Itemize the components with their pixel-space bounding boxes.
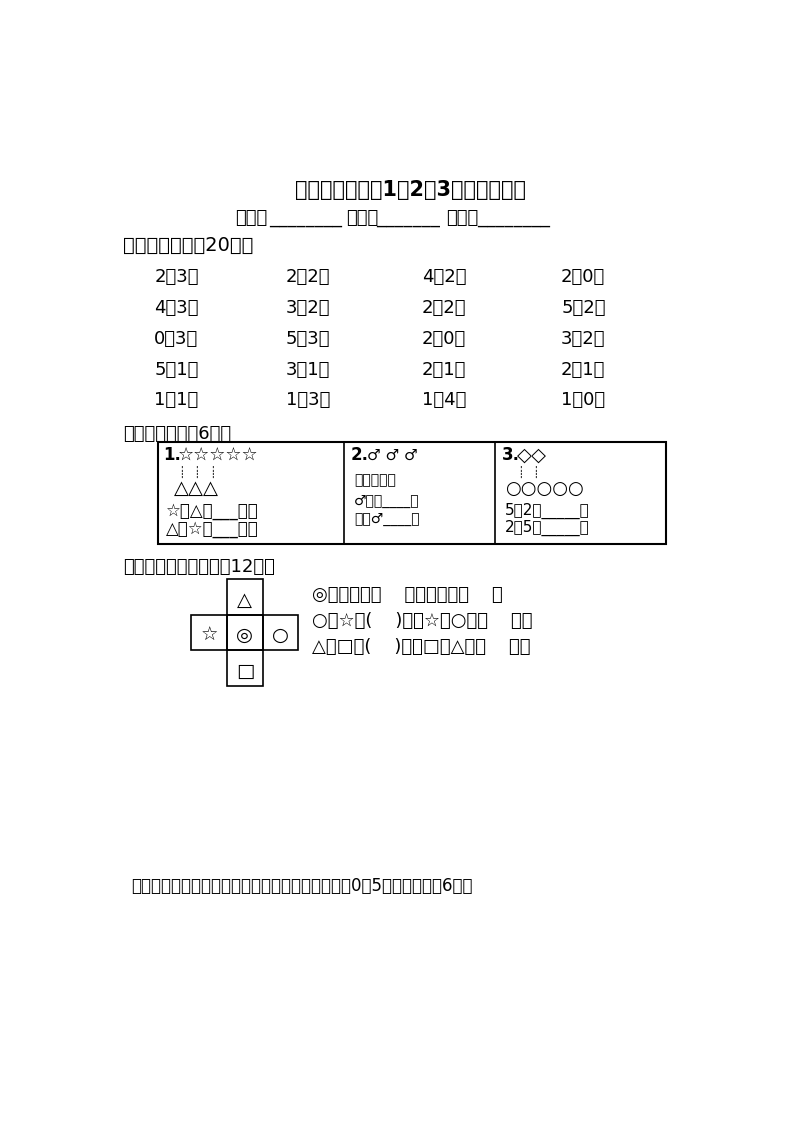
Text: ◇◇: ◇◇ [517, 446, 547, 465]
Text: ◎: ◎ [237, 626, 254, 645]
Text: 姓名：: 姓名： [346, 209, 378, 228]
Text: 5－2＝: 5－2＝ [561, 299, 606, 317]
Text: ～比♂____。: ～比♂____。 [354, 513, 420, 526]
Text: ┊: ┊ [209, 465, 216, 478]
Text: 2－2＝: 2－2＝ [286, 268, 330, 286]
Text: △: △ [238, 591, 253, 610]
Text: ○: ○ [272, 626, 289, 645]
Text: ◎的上面是（    ），下面是（    ）: ◎的上面是（ ），下面是（ ） [312, 585, 503, 603]
Text: 3＋2＝: 3＋2＝ [286, 299, 330, 317]
Text: ☆比△多___个。: ☆比△多___个。 [166, 501, 258, 520]
Text: 三、按要求填一填。（12分）: 三、按要求填一填。（12分） [123, 558, 275, 576]
Text: 5比2多_____。: 5比2多_____。 [506, 503, 590, 518]
Text: 成绩：: 成绩： [446, 209, 478, 228]
Text: ♂ ♂ ♂: ♂ ♂ ♂ [367, 447, 418, 463]
Text: ♂比～____。: ♂比～____。 [354, 494, 420, 508]
Bar [158, 441, 666, 544]
Text: 3－2＝: 3－2＝ [561, 329, 606, 348]
Text: 1.: 1. [162, 446, 181, 464]
Text: ________: ________ [269, 209, 342, 228]
Text: △在□的(    )面，□在△的（    ）面: △在□的( )面，□在△的（ ）面 [312, 637, 531, 655]
Text: 1＋4＝: 1＋4＝ [422, 392, 466, 410]
Text: ☆☆☆☆☆: ☆☆☆☆☆ [178, 446, 259, 464]
Bar [191, 615, 227, 650]
Text: 2＋0＝: 2＋0＝ [561, 268, 606, 286]
Text: 3＋1＝: 3＋1＝ [286, 361, 330, 379]
Text: ┊: ┊ [178, 465, 185, 478]
Text: 2.: 2. [350, 446, 368, 464]
Text: 1－0＝: 1－0＝ [561, 392, 606, 410]
Text: ○在☆的(    )面，☆在○的（    ）面: ○在☆的( )面，☆在○的（ ）面 [312, 611, 533, 629]
Text: 0＋3＝: 0＋3＝ [154, 329, 198, 348]
Bar [262, 615, 298, 650]
Text: 2＋3＝: 2＋3＝ [154, 268, 198, 286]
Text: 2－1＝: 2－1＝ [422, 361, 466, 379]
Text: 5－1＝: 5－1＝ [154, 361, 198, 379]
Text: △△△: △△△ [174, 479, 218, 497]
Text: 1＋3＝: 1＋3＝ [286, 392, 330, 410]
Text: 班别：: 班别： [236, 209, 268, 228]
Text: □: □ [236, 661, 254, 680]
Text: _______: _______ [376, 209, 440, 228]
Text: 2比5少_____。: 2比5少_____。 [506, 520, 590, 537]
Text: 4－3＝: 4－3＝ [154, 299, 198, 317]
Text: 2＋1＝: 2＋1＝ [561, 361, 606, 379]
Text: 3.: 3. [502, 446, 519, 464]
Text: △比☆少___个。: △比☆少___个。 [166, 520, 258, 538]
Text: ┊: ┊ [194, 465, 200, 478]
Text: ┊: ┊ [517, 465, 523, 478]
Bar [227, 615, 262, 650]
Text: ～～～～～: ～～～～～ [354, 473, 396, 487]
Text: 1＋1＝: 1＋1＝ [154, 392, 198, 410]
Text: ☆: ☆ [201, 626, 218, 645]
Bar [227, 650, 262, 686]
Text: 一、我会算。（20分）: 一、我会算。（20分） [123, 235, 254, 255]
Text: ┊: ┊ [532, 465, 539, 478]
Text: 5－3＝: 5－3＝ [286, 329, 330, 348]
Bar [227, 580, 262, 615]
Text: ○○○○○: ○○○○○ [506, 480, 584, 498]
Text: 二、比一比。（6分）: 二、比一比。（6分） [123, 424, 231, 443]
Text: ________: ________ [478, 209, 550, 228]
Text: 四、我写得最漂亮。请你按顺序在下面格子里写上0－5六个数字。（6分）: 四、我写得最漂亮。请你按顺序在下面格子里写上0－5六个数字。（6分） [131, 876, 473, 894]
Text: 2－0＝: 2－0＝ [422, 329, 466, 348]
Text: 一年级上册数学1、2、3单元检测试题: 一年级上册数学1、2、3单元检测试题 [294, 180, 526, 200]
Text: 4－2＝: 4－2＝ [422, 268, 466, 286]
Text: 2＋2＝: 2＋2＝ [422, 299, 466, 317]
